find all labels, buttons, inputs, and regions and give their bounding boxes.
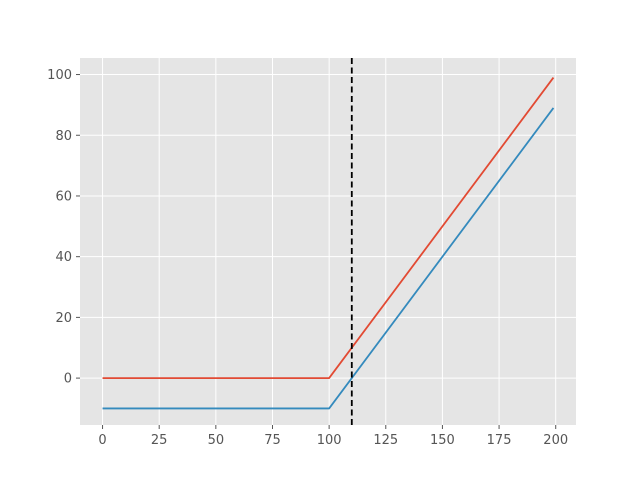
y-tick-label: 0 xyxy=(64,372,72,387)
series-line-1 xyxy=(102,77,555,380)
x-tick-label: 175 xyxy=(487,433,512,448)
x-tick-label: 0 xyxy=(98,433,106,448)
y-tick-label: 80 xyxy=(55,129,72,144)
plot-area xyxy=(80,58,576,425)
x-tick-label: 100 xyxy=(317,433,342,448)
x-tick-label: 125 xyxy=(373,433,398,448)
y-tick-label: 60 xyxy=(55,189,72,204)
series-lines xyxy=(102,77,555,410)
x-tick-label: 25 xyxy=(151,433,168,448)
y-tick-label: 20 xyxy=(55,311,72,326)
x-tick-label: 50 xyxy=(208,433,225,448)
series-line-2 xyxy=(102,107,555,410)
x-tick-label: 200 xyxy=(543,433,568,448)
axis-ticks: 0 25 50 75 100 125 150 175 200 0 20 40 60 80 100 xyxy=(47,68,568,448)
y-tick-label: 40 xyxy=(55,250,72,265)
grid-lines xyxy=(80,58,576,425)
x-tick-label: 150 xyxy=(430,433,455,448)
y-tick-label: 100 xyxy=(47,68,72,83)
x-tick-label: 75 xyxy=(264,433,281,448)
